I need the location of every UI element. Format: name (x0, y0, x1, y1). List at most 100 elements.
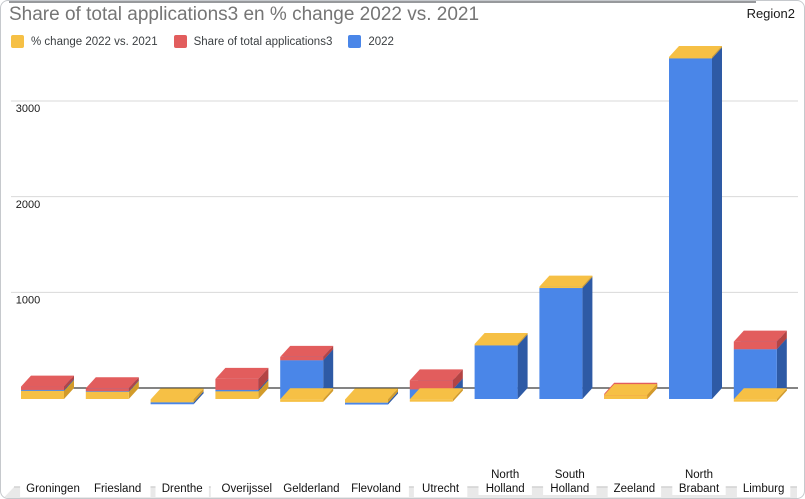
bar-segment-side-2022 (388, 391, 398, 405)
bar-friesland[interactable] (85, 377, 139, 399)
bar-segment-side-%-change-2022-vs.-2021 (128, 380, 139, 399)
x-label-bg-gelderland (275, 480, 348, 497)
bar-segment-side-share-of-total-applications3 (128, 377, 139, 392)
bar-segment-front-2022 (215, 389, 259, 392)
x-label-bg-south-holland (543, 463, 597, 495)
bar-segment-side-%-change-2022-vs.-2021 (517, 332, 528, 346)
bar-segment-top-share-of-total-applications3 (85, 377, 139, 389)
bar-segment-top-share-of-total-applications3 (733, 330, 787, 342)
bar-groningen[interactable] (21, 375, 74, 399)
bar-limburg[interactable] (733, 330, 787, 402)
legend-swatch-yellow-icon (11, 35, 24, 48)
x-label-bg-drenthe (155, 480, 209, 497)
legend-item-share[interactable]: Share of total applications3 (173, 35, 332, 48)
bar-north-brabant[interactable] (669, 45, 722, 400)
legend-label: % change 2022 vs. 2021 (31, 35, 158, 48)
bar-segment-front-%-change-2022-vs.-2021 (280, 399, 324, 402)
bar-segment-side-%-change-2022-vs.-2021 (323, 388, 334, 402)
x-label-friesland: Friesland (94, 483, 141, 495)
bar-segment-side-2022 (128, 380, 139, 392)
bar-segment-top-%-change-2022-vs.-2021 (669, 45, 722, 57)
bar-drenthe[interactable] (150, 388, 204, 405)
legend-label: 2022 (368, 35, 394, 48)
bar-segment-top-%-change-2022-vs.-2021 (604, 384, 658, 396)
bar-segment-front-%-change-2022-vs.-2021 (215, 391, 259, 399)
bar-segment-side-%-change-2022-vs.-2021 (582, 275, 593, 289)
bar-segment-front-%-change-2022-vs.-2021 (85, 391, 129, 399)
bar-segment-front-%-change-2022-vs.-2021 (539, 286, 583, 289)
bar-segment-front-%-change-2022-vs.-2021 (345, 399, 388, 403)
bar-segment-front-share-of-total-applications3 (215, 378, 259, 390)
x-label-gelderland: Gelderland (283, 483, 339, 495)
y-tick-label-1000: 1000 (16, 295, 40, 307)
bar-segment-front-share-of-total-applications3 (85, 388, 129, 392)
bar-segment-front-2022 (85, 391, 129, 392)
bar-segment-side-%-change-2022-vs.-2021 (64, 379, 74, 399)
bar-segment-side-2022 (582, 277, 593, 399)
bar-north-holland[interactable] (474, 332, 528, 399)
bar-segment-side-2022 (712, 47, 722, 400)
bar-gelderland[interactable] (280, 345, 334, 402)
bar-segment-side-share-of-total-applications3 (64, 375, 74, 390)
bar-overijssel[interactable] (215, 367, 269, 399)
bar-segment-side-2022 (64, 378, 74, 391)
bar-segment-side-%-change-2022-vs.-2021 (776, 388, 787, 402)
bar-segment-side-%-change-2022-vs.-2021 (388, 388, 398, 403)
bar-segment-side-%-change-2022-vs.-2021 (193, 388, 204, 403)
bar-segment-side-%-change-2022-vs.-2021 (452, 388, 463, 402)
y-tick-label-2000: 2000 (16, 199, 40, 211)
x-label-overijssel: Overijssel (222, 483, 272, 495)
bar-segment-front-%-change-2022-vs.-2021 (409, 399, 453, 402)
bar-segment-front-%-change-2022-vs.-2021 (669, 56, 712, 59)
bar-segment-front-share-of-total-applications3 (21, 386, 64, 390)
bar-segment-top-share-of-total-applications3 (215, 367, 269, 379)
bar-segment-front-%-change-2022-vs.-2021 (150, 399, 194, 403)
x-label-groningen: Groningen (26, 483, 80, 495)
x-label-bg-groningen (20, 480, 86, 497)
bar-segment-top-share-of-total-applications3 (409, 369, 463, 381)
legend-item-2022[interactable]: 2022 (348, 35, 394, 48)
x-label-bg-limburg (736, 480, 791, 497)
legend-swatch-red-icon (173, 35, 187, 48)
bar-segment-front-2022 (21, 389, 64, 391)
bar-segment-front-%-change-2022-vs.-2021 (21, 390, 64, 399)
bar-segment-side-share-of-total-applications3 (323, 345, 334, 361)
bar-segment-side-share-of-total-applications3 (258, 367, 269, 390)
legend-item-pct-change[interactable]: % change 2022 vs. 2021 (11, 35, 158, 48)
x-label-drenthe: Drenthe (162, 483, 203, 495)
top-edge-line (9, 1, 756, 3)
bar-segment-top-%-change-2022-vs.-2021 (409, 388, 463, 400)
bar-segment-side-2022 (517, 334, 528, 399)
x-label-south-holland: Holland (550, 483, 589, 495)
bar-segment-top-%-change-2022-vs.-2021 (280, 388, 334, 400)
bar-segment-side-share-of-total-applications3 (452, 369, 463, 390)
bar-utrecht[interactable] (409, 369, 463, 402)
bar-segment-side-share-of-total-applications3 (776, 330, 787, 350)
x-label-bg-utrecht (413, 480, 468, 497)
bar-segment-front-%-change-2022-vs.-2021 (474, 343, 518, 346)
chart-legend: % change 2022 vs. 2021 Share of total ap… (11, 35, 394, 48)
chart-title: Share of total applications3 en % change… (9, 4, 480, 25)
bar-segment-top-%-change-2022-vs.-2021 (345, 388, 398, 400)
x-label-utrecht: Utrecht (422, 483, 460, 495)
bar-segment-side-2022 (193, 391, 204, 405)
bar-segment-top-%-change-2022-vs.-2021 (474, 332, 528, 344)
bar-flevoland[interactable] (345, 388, 398, 405)
x-label-flevoland: Flevoland (351, 483, 401, 495)
bar-segment-front-2022 (539, 288, 583, 399)
bar-segment-front-2022 (345, 402, 388, 405)
bar-segment-top-share-of-total-applications3 (280, 345, 334, 357)
bar-segment-side-2022 (258, 378, 269, 392)
bar-segment-top-%-change-2022-vs.-2021 (733, 388, 787, 400)
bar-segment-front-2022 (474, 345, 518, 399)
bar-zeeland[interactable] (604, 382, 658, 399)
y-tick-label-3000: 3000 (16, 103, 40, 115)
bar-segment-side-2022 (323, 349, 334, 399)
x-label-north-brabant: North (685, 469, 713, 481)
x-label-bg-friesland (84, 480, 151, 497)
bar-south-holland[interactable] (539, 275, 593, 399)
bar-segment-side-2022 (776, 338, 787, 399)
bar-segment-top-%-change-2022-vs.-2021 (150, 388, 204, 400)
